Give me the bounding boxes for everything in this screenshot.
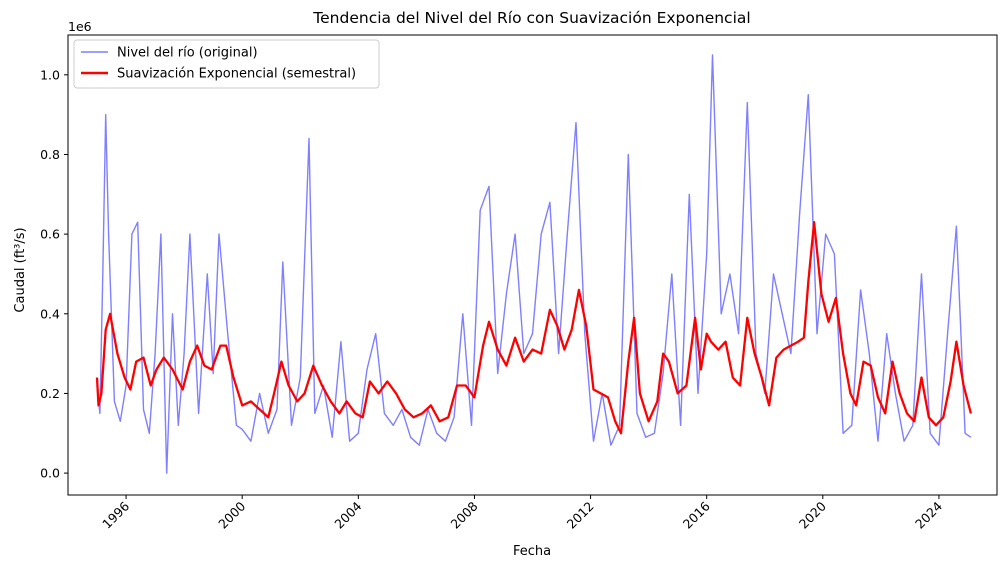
- series-line-smoothed: [95, 221, 973, 435]
- x-axis-label: Fecha: [513, 544, 551, 559]
- x-tick-label: 2012: [564, 499, 597, 532]
- x-tick-label: 2004: [331, 498, 364, 531]
- y-offset-label: 1e6: [68, 19, 92, 34]
- plot-area: [95, 54, 973, 474]
- y-tick-label: 0.8: [40, 147, 60, 162]
- legend: Nivel del río (original) Suavización Expo…: [73, 39, 380, 89]
- y-tick-label: 0.2: [40, 386, 60, 401]
- y-tick-label: 0.6: [40, 227, 60, 242]
- x-tick-label: 2008: [447, 498, 480, 531]
- y-tick-label: 0.4: [40, 306, 60, 321]
- y-axis: 0.0 0.2 0.4 0.6 0.8 1.0: [40, 67, 68, 481]
- x-tick-label: 2016: [680, 498, 713, 531]
- y-tick-label: 1.0: [40, 67, 60, 82]
- x-tick-label: 2024: [912, 498, 945, 531]
- series-layer: [95, 54, 973, 474]
- x-tick-label: 1996: [99, 498, 132, 531]
- legend-entry-label: Nivel del río (original): [117, 46, 258, 61]
- legend-box: [73, 39, 380, 89]
- series-line-original: [96, 54, 972, 474]
- x-axis: 1996 2000 2004 2008 2012 2016 2020 2024: [99, 495, 945, 532]
- x-tick-label: 2000: [215, 498, 248, 531]
- x-tick-label: 2020: [796, 498, 829, 531]
- legend-entry-label: Suavización Exponencial (semestral): [117, 67, 356, 82]
- y-axis-label: Caudal (ft³/s): [13, 227, 28, 312]
- y-tick-label: 0.0: [40, 466, 60, 481]
- plot-frame: [67, 34, 998, 496]
- chart-title: Tendencia del Nivel del Río con Suavizac…: [312, 9, 750, 27]
